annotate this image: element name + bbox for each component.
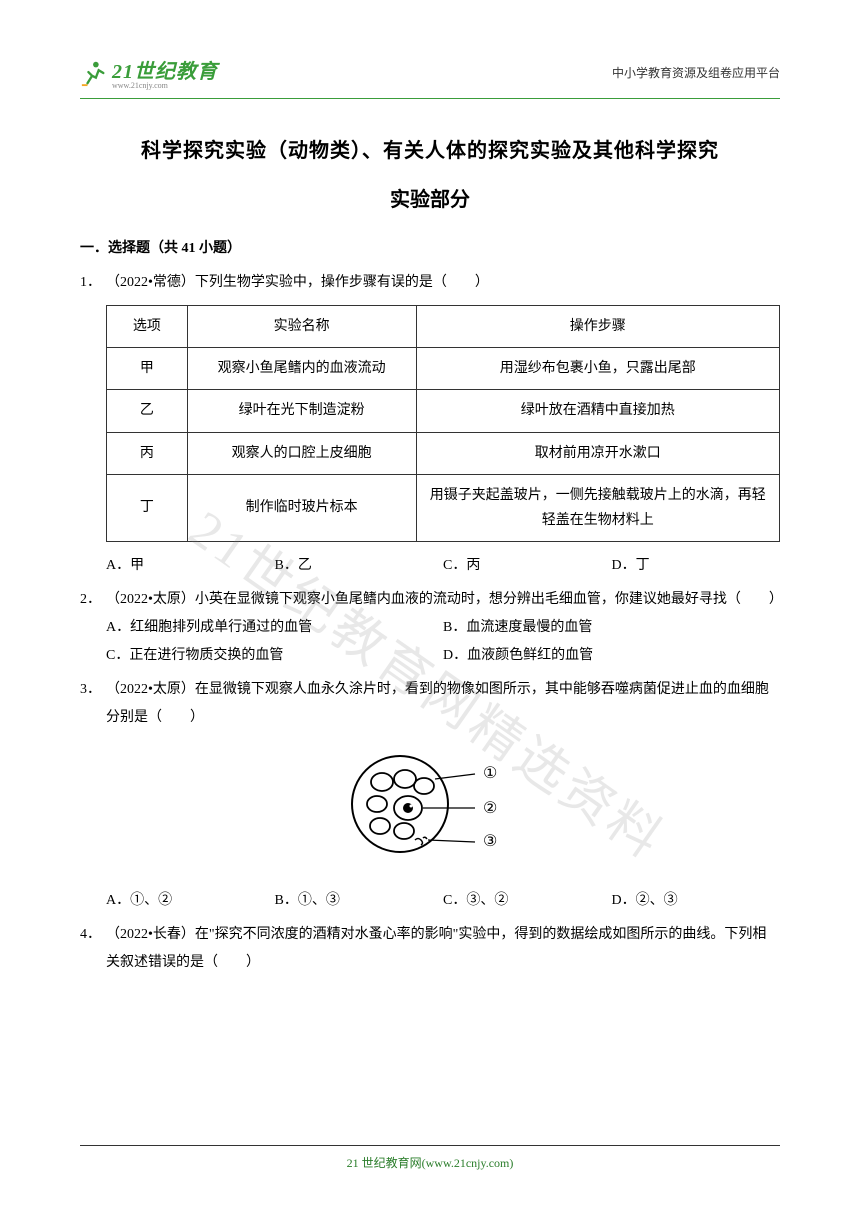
table-cell: 取材前用凉开水漱口: [416, 432, 779, 474]
table-cell: 乙: [107, 390, 188, 432]
q3-diagram: ① ② ③: [80, 732, 780, 887]
q1-opt-a: A．甲: [106, 552, 275, 580]
label-1: ①: [483, 765, 497, 782]
table-header: 选项: [107, 306, 188, 348]
q4-num: 4．: [80, 921, 106, 977]
q3-opt-b: B．①、③: [275, 887, 444, 915]
table-header: 实验名称: [187, 306, 416, 348]
table-cell: 制作临时玻片标本: [187, 474, 416, 541]
table-cell: 甲: [107, 348, 188, 390]
q2-opt-d: D．血液颜色鲜红的血管: [443, 642, 780, 670]
q1-opt-b: B．乙: [275, 552, 444, 580]
label-3: ③: [483, 833, 497, 850]
table-cell: 丁: [107, 474, 188, 541]
logo-main-text: 21世纪教育: [112, 55, 218, 84]
q3-opt-d: D．②、③: [612, 887, 781, 915]
q1-opt-c: C．丙: [443, 552, 612, 580]
page-title-line1: 科学探究实验（动物类）、有关人体的探究实验及其他科学探究: [80, 134, 780, 163]
header-divider: [80, 98, 780, 99]
logo-area: 21世纪教育 www.21cnjy.com: [80, 55, 218, 90]
q4-text: （2022•长春）在"探究不同浓度的酒精对水蚤心率的影响"实验中，得到的数据绘成…: [106, 921, 780, 977]
q2-opt-b: B．血流速度最慢的血管: [443, 614, 780, 642]
q2-opt-c: C．正在进行物质交换的血管: [106, 642, 443, 670]
q2-text: （2022•太原）小英在显微镜下观察小鱼尾鳍内血液的流动时，想分辨出毛细血管，你…: [106, 586, 780, 614]
label-2: ②: [483, 800, 497, 817]
table-cell: 观察人的口腔上皮细胞: [187, 432, 416, 474]
q2-num: 2．: [80, 586, 106, 614]
question-1: 1． （2022•常德）下列生物学实验中，操作步骤有误的是（ ） 选项 实验名称…: [80, 269, 780, 580]
runner-icon: [80, 59, 108, 87]
q1-table: 选项 实验名称 操作步骤 甲 观察小鱼尾鳍内的血液流动 用湿纱布包裹小鱼，只露出…: [106, 305, 780, 542]
table-cell: 绿叶在光下制造淀粉: [187, 390, 416, 432]
table-cell: 用镊子夹起盖玻片，一侧先接触载玻片上的水滴，再轻轻盖在生物材料上: [416, 474, 779, 541]
table-cell: 观察小鱼尾鳍内的血液流动: [187, 348, 416, 390]
table-cell: 绿叶放在酒精中直接加热: [416, 390, 779, 432]
q3-opt-c: C．③、②: [443, 887, 612, 915]
header-right-text: 中小学教育资源及组卷应用平台: [612, 64, 780, 81]
page-header: 21世纪教育 www.21cnjy.com 中小学教育资源及组卷应用平台: [80, 55, 780, 90]
logo-text-wrap: 21世纪教育 www.21cnjy.com: [112, 55, 218, 90]
q1-opt-d: D．丁: [612, 552, 781, 580]
q1-text: （2022•常德）下列生物学实验中，操作步骤有误的是（ ）: [106, 269, 780, 297]
q3-opt-a: A．①、②: [106, 887, 275, 915]
page-footer: 21 世纪教育网(www.21cnjy.com): [80, 1145, 780, 1171]
q3-text: （2022•太原）在显微镜下观察人血永久涂片时，看到的物像如图所示，其中能够吞噬…: [106, 676, 780, 732]
q3-num: 3．: [80, 676, 106, 732]
question-4: 4． （2022•长春）在"探究不同浓度的酒精对水蚤心率的影响"实验中，得到的数…: [80, 921, 780, 977]
table-cell: 丙: [107, 432, 188, 474]
q2-opt-a: A．红细胞排列成单行通过的血管: [106, 614, 443, 642]
table-header: 操作步骤: [416, 306, 779, 348]
section-header: 一．选择题（共 41 小题）: [80, 237, 780, 257]
question-3: 3． （2022•太原）在显微镜下观察人血永久涂片时，看到的物像如图所示，其中能…: [80, 676, 780, 915]
table-cell: 用湿纱布包裹小鱼，只露出尾部: [416, 348, 779, 390]
q1-num: 1．: [80, 269, 106, 297]
question-2: 2． （2022•太原）小英在显微镜下观察小鱼尾鳍内血液的流动时，想分辨出毛细血…: [80, 586, 780, 670]
page-title-line2: 实验部分: [80, 183, 780, 212]
